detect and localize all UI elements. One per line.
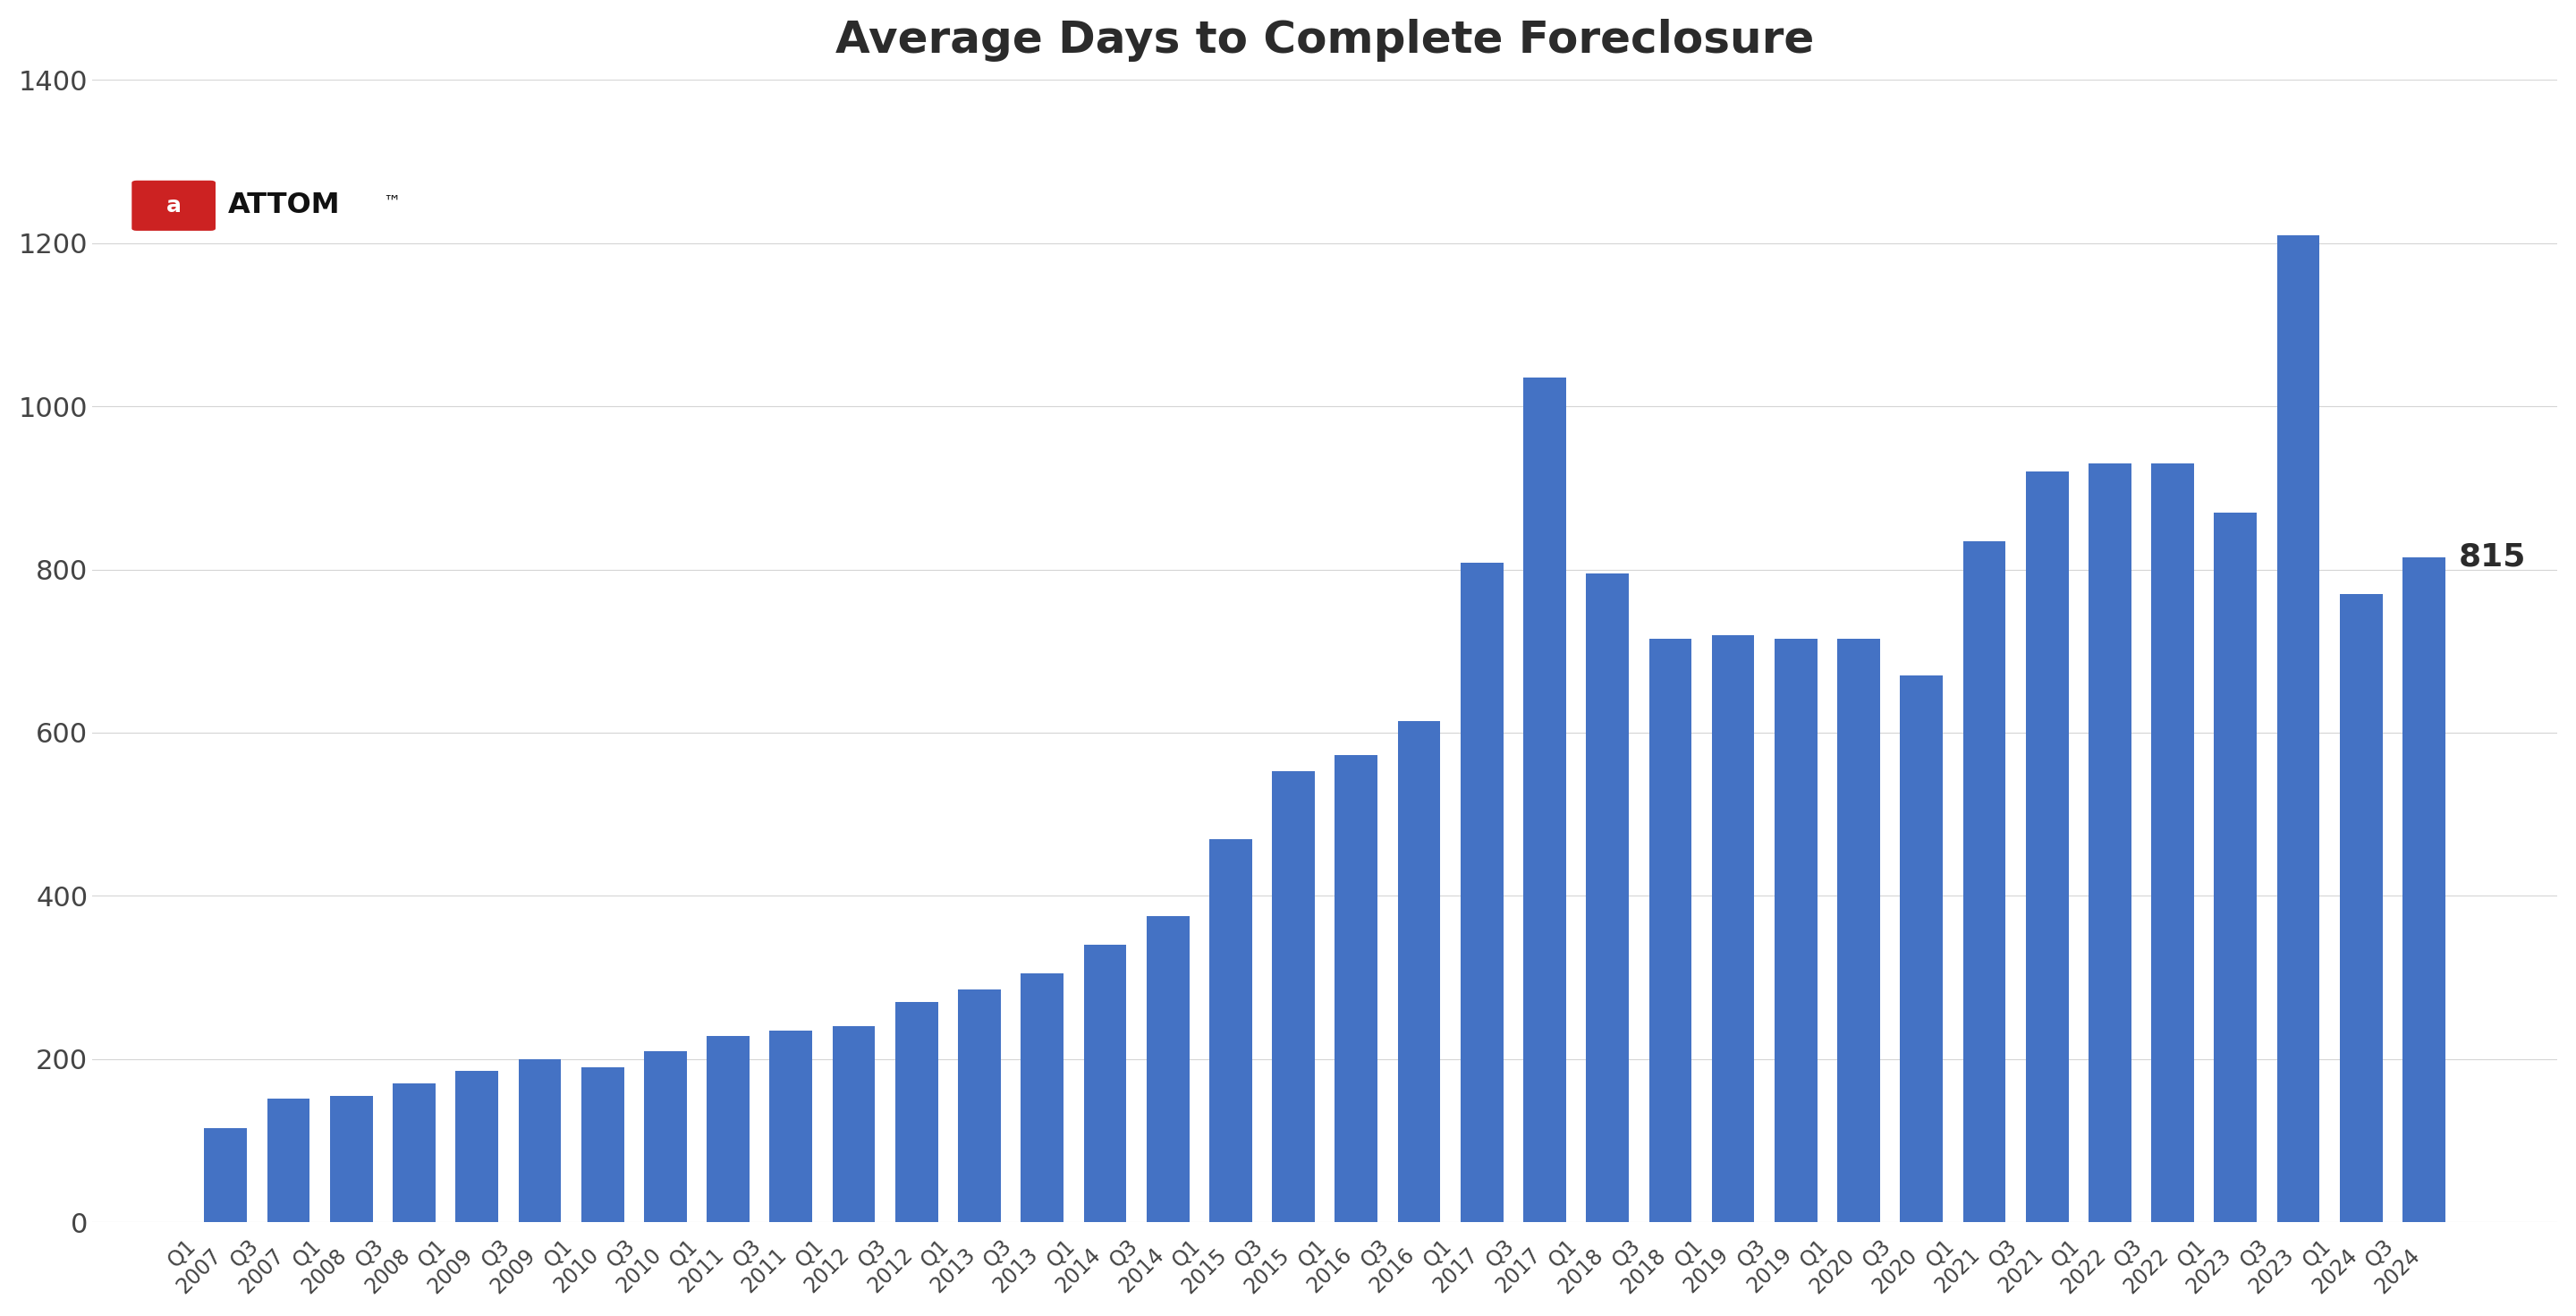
Bar [1334, 754, 1378, 1223]
Bar [958, 990, 999, 1223]
Bar [1084, 945, 1126, 1223]
Bar [1710, 634, 1754, 1223]
Bar [2215, 512, 2257, 1223]
Bar [1837, 638, 1880, 1223]
Bar [2277, 236, 2321, 1223]
Bar [1146, 916, 1190, 1223]
Bar [2089, 463, 2130, 1223]
Bar [392, 1083, 435, 1223]
Bar [832, 1026, 876, 1223]
Text: 815: 815 [2458, 542, 2527, 572]
Bar [770, 1030, 811, 1223]
Title: Average Days to Complete Foreclosure: Average Days to Complete Foreclosure [835, 18, 1814, 62]
Text: ATTOM: ATTOM [227, 192, 340, 220]
Bar [1020, 974, 1064, 1223]
Bar [1273, 771, 1314, 1223]
Bar [204, 1128, 247, 1223]
Bar [1522, 378, 1566, 1223]
Bar [2403, 557, 2445, 1223]
Text: ™: ™ [384, 195, 402, 211]
Bar [2025, 471, 2069, 1223]
Bar [1963, 541, 2007, 1223]
Text: a: a [165, 195, 180, 216]
Bar [2151, 463, 2195, 1223]
FancyBboxPatch shape [131, 180, 216, 230]
Bar [706, 1036, 750, 1223]
Bar [1901, 675, 1942, 1223]
Bar [1208, 838, 1252, 1223]
Bar [518, 1059, 562, 1223]
Bar [330, 1096, 374, 1223]
Bar [268, 1098, 309, 1223]
Bar [1649, 638, 1692, 1223]
Bar [456, 1071, 497, 1223]
Bar [1399, 721, 1440, 1223]
Bar [1461, 563, 1504, 1223]
Bar [2339, 594, 2383, 1223]
Bar [1775, 638, 1816, 1223]
Bar [644, 1051, 688, 1223]
Bar [582, 1067, 623, 1223]
Bar [1587, 574, 1628, 1223]
Bar [896, 1001, 938, 1223]
